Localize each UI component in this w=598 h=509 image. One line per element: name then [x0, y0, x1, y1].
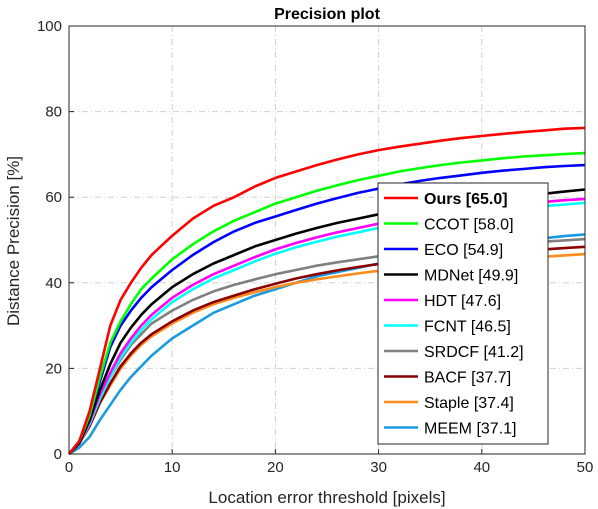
y-tick-label: 20 — [45, 360, 62, 377]
x-axis-label: Location error threshold [pixels] — [208, 488, 445, 507]
x-tick-label: 20 — [267, 459, 284, 476]
series-line — [67, 163, 586, 455]
legend: Ours [65.0] CCOT [58.0] ECO [54.9] MDNet [4… — [377, 182, 549, 445]
y-tick-label: 60 — [45, 189, 62, 206]
legend-entry-label: MDNet [49.9] — [424, 268, 518, 285]
legend-entry-label: ECO [54.9] — [424, 242, 503, 259]
legend-entry-label: FCNT [46.5] — [424, 319, 511, 336]
legend-entry-label: Ours [65.0] — [424, 191, 508, 208]
series-line — [67, 151, 586, 455]
x-tick-label: 30 — [370, 459, 387, 476]
legend-entry-label: BACF [37.7] — [424, 370, 511, 387]
x-tick-label: 50 — [577, 459, 594, 476]
legend-entry-label: CCOT [58.0] — [424, 217, 514, 234]
y-axis-label: Distance Precision [%] — [4, 156, 23, 326]
axis-ticks: 0 10 20 30 40 50 0 20 40 60 80 100 — [37, 18, 593, 476]
x-tick-label: 10 — [164, 459, 181, 476]
y-tick-label: 40 — [45, 275, 62, 292]
series-line — [67, 126, 586, 455]
y-tick-label: 80 — [45, 104, 62, 121]
y-tick-label: 0 — [54, 446, 62, 463]
chart-title: Precision plot — [274, 6, 380, 23]
y-tick-label: 100 — [37, 18, 62, 35]
x-tick-label: 0 — [65, 459, 73, 476]
legend-entry-label: Staple [37.4] — [424, 395, 514, 412]
legend-entry-label: HDT [47.6] — [424, 293, 501, 310]
legend-entry-label: MEEM [37.1] — [424, 421, 516, 438]
x-tick-label: 40 — [473, 459, 490, 476]
legend-box — [377, 182, 549, 445]
legend-entry-label: SRDCF [41.2] — [424, 344, 524, 361]
plot-area-frame — [68, 25, 586, 455]
